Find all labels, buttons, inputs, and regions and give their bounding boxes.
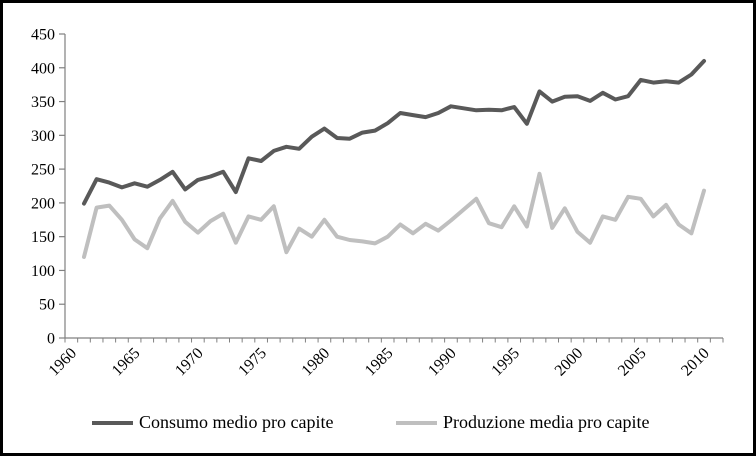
x-tick-label-1995: 1995 <box>488 345 523 380</box>
y-tick-label-350: 350 <box>31 94 55 111</box>
x-tick-label-1965: 1965 <box>109 345 144 380</box>
consumo-line <box>82 59 706 206</box>
x-tick-label-1990: 1990 <box>425 345 460 380</box>
x-tick-label-1960: 1960 <box>46 345 81 380</box>
legend-entry-consumo: Consumo medio pro capite <box>92 412 333 433</box>
y-tick-label-450: 450 <box>31 27 55 44</box>
x-tick-label-2010: 2010 <box>678 345 713 380</box>
y-tick-label-50: 50 <box>39 297 55 314</box>
y-tick-label-200: 200 <box>31 195 55 212</box>
legend-entry-produzione: Produzione media pro capite <box>396 412 649 433</box>
produzione-line <box>82 171 706 259</box>
legend-label-produzione: Produzione media pro capite <box>443 412 650 432</box>
x-tick-label-1985: 1985 <box>362 345 397 380</box>
x-tick-label-1970: 1970 <box>172 345 207 380</box>
x-tick-label-2000: 2000 <box>552 345 587 380</box>
consumo-line-swatch <box>92 420 133 425</box>
y-tick-label-150: 150 <box>31 229 55 246</box>
line-chart: 0 50 100 150 200 250 300 350 400 450 1960 1965 1970 1… <box>31 27 724 380</box>
x-tick-label-2005: 2005 <box>615 345 650 380</box>
y-tick-label-100: 100 <box>31 263 55 280</box>
y-tick-label-400: 400 <box>31 60 55 77</box>
x-tick-label-1975: 1975 <box>235 345 270 380</box>
legend-label-consumo: Consumo medio pro capite <box>139 412 334 432</box>
x-tick-label-1980: 1980 <box>299 345 334 380</box>
y-tick-label-250: 250 <box>31 162 55 179</box>
y-tick-label-0: 0 <box>47 331 55 348</box>
y-tick-label-300: 300 <box>31 128 55 145</box>
produzione-line-swatch <box>396 420 437 425</box>
